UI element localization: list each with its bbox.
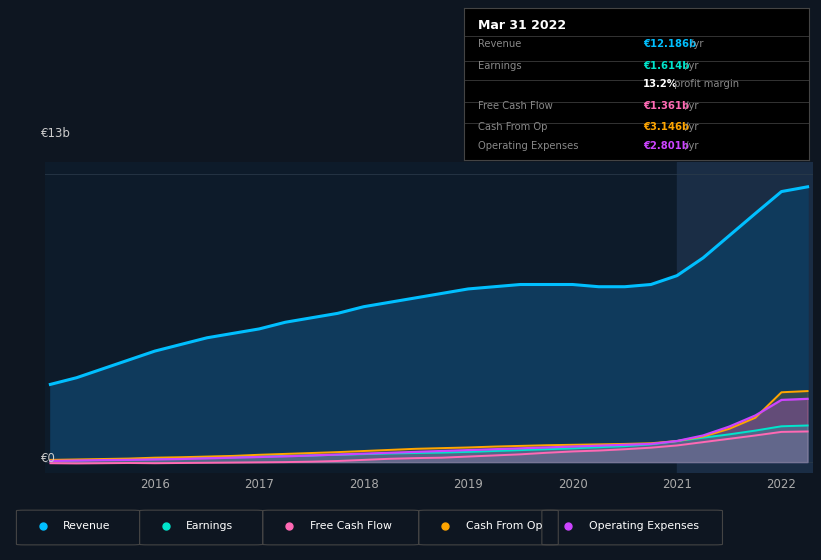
- Text: €0: €0: [41, 452, 56, 465]
- Text: 13.2%: 13.2%: [643, 80, 678, 89]
- Text: Revenue: Revenue: [478, 39, 521, 49]
- Text: /yr: /yr: [681, 123, 699, 132]
- Text: €13b: €13b: [41, 127, 71, 140]
- Text: Operating Expenses: Operating Expenses: [589, 521, 699, 531]
- Text: Free Cash Flow: Free Cash Flow: [310, 521, 392, 531]
- Text: Operating Expenses: Operating Expenses: [478, 141, 578, 151]
- Text: /yr: /yr: [681, 61, 699, 71]
- Text: Earnings: Earnings: [186, 521, 233, 531]
- Text: /yr: /yr: [687, 39, 704, 49]
- Text: Mar 31 2022: Mar 31 2022: [478, 19, 566, 32]
- Text: €3.146b: €3.146b: [643, 123, 690, 132]
- Text: Cash From Op: Cash From Op: [466, 521, 542, 531]
- Text: €1.361b: €1.361b: [643, 101, 690, 111]
- Text: €1.614b: €1.614b: [643, 61, 690, 71]
- Text: €12.186b: €12.186b: [643, 39, 696, 49]
- Text: profit margin: profit margin: [671, 80, 739, 89]
- Text: Cash From Op: Cash From Op: [478, 123, 547, 132]
- Bar: [677, 162, 821, 473]
- Text: /yr: /yr: [681, 101, 699, 111]
- Text: Earnings: Earnings: [478, 61, 521, 71]
- Text: Free Cash Flow: Free Cash Flow: [478, 101, 553, 111]
- Text: €2.801b: €2.801b: [643, 141, 689, 151]
- Text: /yr: /yr: [681, 141, 699, 151]
- Text: Revenue: Revenue: [63, 521, 111, 531]
